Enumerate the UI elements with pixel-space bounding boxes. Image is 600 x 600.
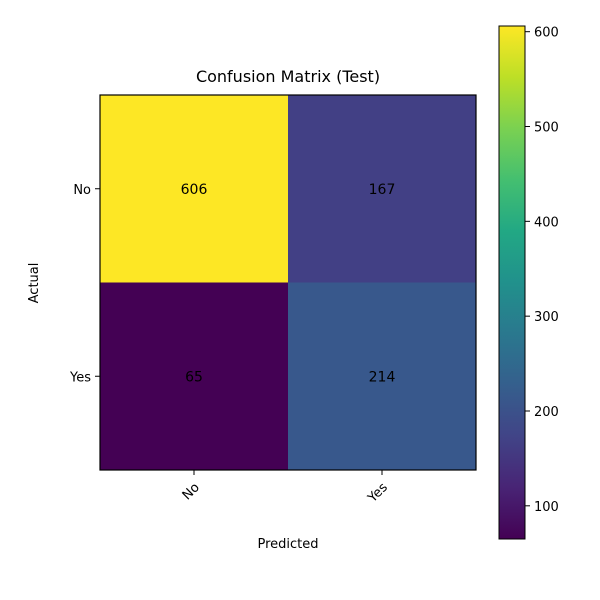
colorbar-tick-label: 100: [534, 500, 559, 515]
x-tick-label: Yes: [365, 480, 391, 506]
heatmap-cell-labels: 606 167 65 214: [181, 182, 396, 386]
heatmap-cell: [288, 282, 476, 470]
colorbar-tick-label: 500: [534, 121, 559, 136]
colorbar-ticks: 100 200 300 400 500 600: [525, 26, 559, 515]
plot-frame: [99, 94, 477, 471]
colorbar-tick-label: 600: [534, 26, 559, 41]
heatmap-cell: [288, 95, 476, 283]
cell-value-label: 167: [369, 182, 396, 198]
chart-title: Confusion Matrix (Test): [196, 67, 380, 86]
cell-value-label: 606: [181, 182, 208, 198]
colorbar-tick-label: 300: [534, 310, 559, 325]
y-axis-ticks: No Yes: [69, 183, 100, 385]
heatmap-cells: [100, 95, 476, 470]
heatmap-cell: [100, 282, 288, 470]
heatmap-cell: [100, 95, 288, 283]
colorbar-tick-label: 200: [534, 405, 559, 420]
y-tick-label: No: [73, 183, 91, 198]
cell-value-label: 214: [369, 369, 396, 385]
y-axis-label: Actual: [27, 263, 42, 304]
cell-value-label: 65: [185, 369, 203, 385]
x-axis-label: Predicted: [257, 537, 318, 552]
x-tick-label: No: [180, 480, 203, 503]
colorbar: [498, 25, 526, 540]
colorbar-tick-label: 400: [534, 215, 559, 230]
x-axis-ticks: No Yes: [180, 470, 391, 506]
y-tick-label: Yes: [69, 370, 91, 385]
